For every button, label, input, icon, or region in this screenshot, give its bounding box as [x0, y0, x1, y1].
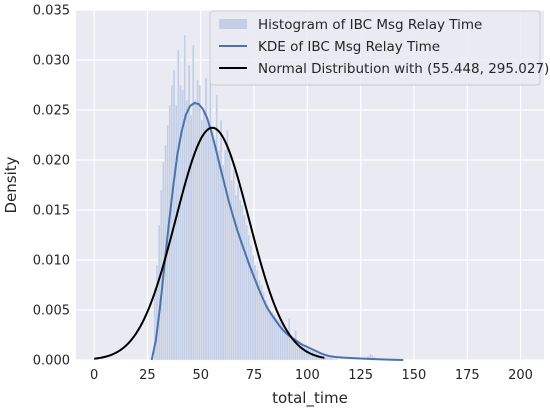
- legend-label-normal: Normal Distribution with (55.448, 295.02…: [258, 61, 549, 77]
- y-tick-labels: 0.000 0.005 0.010 0.015 0.020 0.025 0.030 0.035: [33, 4, 70, 369]
- histogram-bar: [200, 119, 204, 361]
- y-tick-label: 0.030: [33, 54, 70, 69]
- histogram-bar: [174, 104, 178, 361]
- legend-label-kde: KDE of IBC Msg Relay Time: [258, 39, 440, 55]
- histogram-bar: [245, 224, 248, 361]
- histogram-bar: [332, 358, 336, 361]
- legend-box: [209, 10, 541, 86]
- x-tick-label: 50: [192, 368, 209, 383]
- histogram-bar: [324, 356, 327, 361]
- x-tick-label: 150: [402, 368, 427, 383]
- histogram-bar: [189, 114, 193, 361]
- histogram-bar: [198, 84, 201, 361]
- x-tick-label: 125: [348, 368, 373, 383]
- histogram-bar: [183, 34, 186, 361]
- histogram-bar: [157, 224, 161, 361]
- x-tick-label: 100: [295, 368, 320, 383]
- legend-label-histogram: Histogram of IBC Msg Relay Time: [258, 17, 482, 33]
- histogram-bar: [330, 357, 334, 361]
- histogram-bar: [247, 234, 250, 361]
- histogram-bar: [266, 304, 270, 361]
- histogram-bar: [307, 348, 310, 361]
- legend-swatch-histogram: [219, 19, 247, 29]
- histogram-bar: [294, 329, 297, 361]
- histogram-bar: [206, 119, 210, 361]
- histogram-bar: [211, 129, 214, 361]
- histogram-bar: [194, 99, 197, 361]
- histogram-bar: [202, 109, 206, 361]
- kde-line: [150, 101, 404, 361]
- y-axis-label: Density: [2, 156, 20, 213]
- y-tick-label: 0.000: [33, 354, 70, 369]
- x-tick-labels: 0 25 50 75 100 125 150 175 200: [90, 368, 533, 383]
- histogram-bar: [185, 99, 189, 361]
- histogram-bar: [219, 119, 223, 361]
- histogram-bar: [326, 356, 329, 361]
- y-tick-label: 0.010: [33, 254, 70, 269]
- histogram-bar: [328, 357, 331, 361]
- histogram-bar: [275, 317, 278, 361]
- y-tick-label: 0.005: [33, 304, 70, 319]
- histogram-bar: [241, 204, 244, 361]
- histogram-bar: [155, 264, 159, 361]
- histogram-bar: [236, 184, 240, 361]
- histogram-bar: [221, 164, 225, 361]
- x-tick-label: 25: [139, 368, 156, 383]
- x-tick-label: 175: [455, 368, 480, 383]
- histogram-bar: [196, 79, 199, 361]
- x-tick-label: 75: [246, 368, 263, 383]
- histogram-bar: [217, 149, 221, 361]
- x-tick-label: 0: [90, 368, 98, 383]
- histogram-bar: [226, 129, 229, 361]
- histogram-bar: [170, 84, 174, 361]
- y-tick-label: 0.035: [33, 4, 70, 19]
- histogram-bar: [172, 69, 176, 361]
- y-tick-label: 0.015: [33, 204, 70, 219]
- histogram-bar: [213, 139, 216, 361]
- legend: Histogram of IBC Msg Relay Time KDE of I…: [209, 10, 549, 86]
- histogram-bar: [249, 244, 253, 361]
- histogram-bar: [209, 69, 212, 361]
- normal-distribution-line: [94, 126, 325, 360]
- histogram-bar: [179, 84, 182, 361]
- y-tick-label: 0.025: [33, 104, 70, 119]
- histogram-bar: [243, 214, 246, 361]
- histogram-bar: [268, 309, 272, 361]
- histogram-bar: [192, 44, 195, 361]
- histogram-bar: [228, 154, 231, 361]
- histogram-bar: [232, 169, 236, 361]
- histogram-bar: [334, 358, 338, 361]
- y-tick-label: 0.020: [33, 154, 70, 169]
- x-axis-label: total_time: [272, 389, 348, 408]
- histogram-bar: [273, 314, 276, 361]
- x-tick-label: 200: [508, 368, 533, 383]
- histogram-bar: [302, 345, 306, 361]
- histogram-bar: [264, 299, 267, 361]
- histogram-bar: [270, 311, 274, 361]
- histogram-bar: [287, 317, 291, 361]
- histogram-bar: [168, 104, 172, 361]
- histogram-bar: [238, 199, 242, 361]
- histogram-bar: [215, 94, 218, 361]
